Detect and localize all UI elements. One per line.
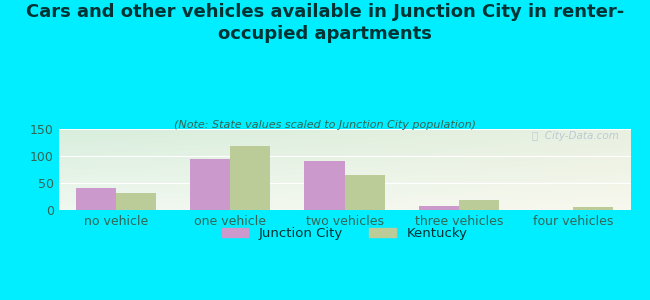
Bar xyxy=(116,193,156,210)
Bar xyxy=(573,207,614,210)
Text: (Note: State values scaled to Junction City population): (Note: State values scaled to Junction C… xyxy=(174,120,476,130)
Bar xyxy=(304,161,345,210)
Bar xyxy=(75,188,116,210)
Bar xyxy=(190,159,230,210)
Bar xyxy=(344,176,385,210)
Bar xyxy=(459,200,499,210)
Bar xyxy=(230,146,270,210)
Legend: Junction City, Kentucky: Junction City, Kentucky xyxy=(216,222,473,245)
Text: ⓘ  City-Data.com: ⓘ City-Data.com xyxy=(532,131,619,141)
Bar xyxy=(419,206,459,210)
Text: Cars and other vehicles available in Junction City in renter-
occupied apartment: Cars and other vehicles available in Jun… xyxy=(26,3,624,43)
